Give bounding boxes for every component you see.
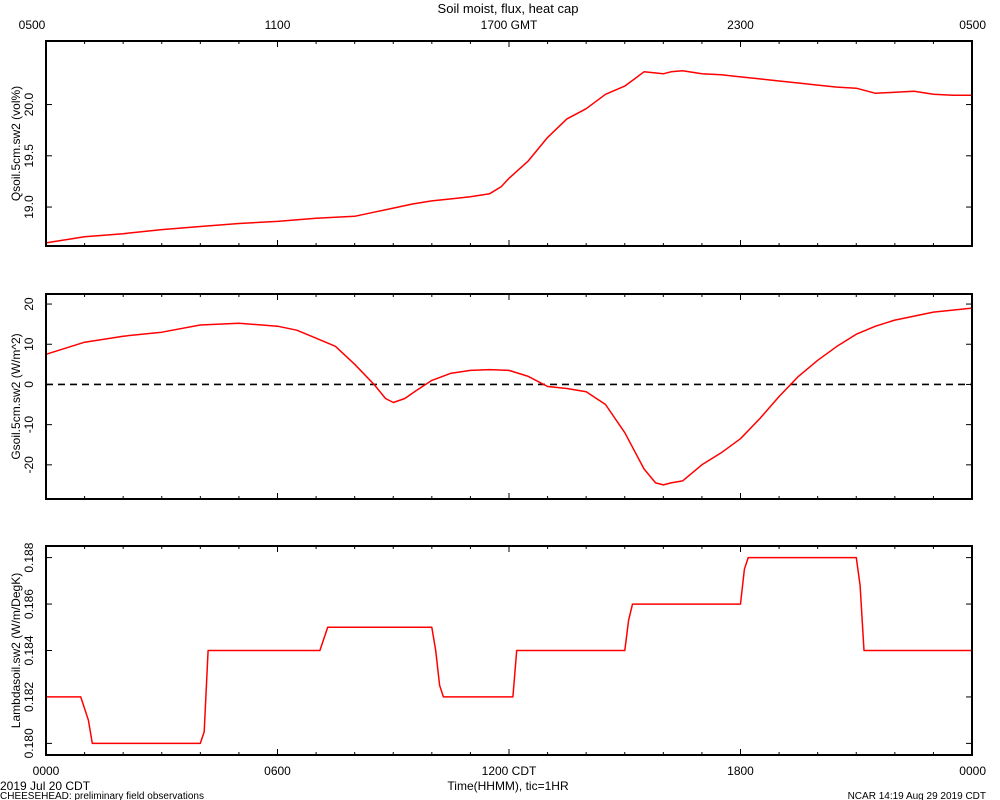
y-tick-label: 0.184 (22, 635, 36, 665)
series-line (45, 69, 972, 244)
y-tick-label: 10 (22, 337, 36, 351)
panel-frame (45, 545, 973, 756)
y-tick-label: 0 (22, 381, 36, 388)
series-line (46, 556, 972, 745)
y-tick-label: 0.188 (22, 542, 36, 572)
panel-frame (45, 293, 973, 500)
bottom-tick-label: 0000 (959, 764, 986, 778)
bottom-tick-label: 1800 (727, 764, 754, 778)
y-tick-label: -10 (22, 416, 36, 434)
top-tick-label: 0500 (959, 18, 986, 32)
y-tick-label: 0.186 (22, 589, 36, 619)
top-tick-label: 2300 (727, 18, 754, 32)
top-tick-label: 1100 (265, 18, 291, 32)
panel-thermal-conductivity: 0.180 0.182 0.184 0.186 0.188Lambdasoil.sw2 … (9, 542, 973, 758)
y-tick-label: 19.0 (22, 195, 36, 219)
footer-project: CHEESEHEAD: preliminary field observatio… (0, 791, 204, 800)
y-axis-label: Gsoil.5cm.sw2 (W/m^2) (9, 333, 23, 459)
bottom-time-axis: 0000 0600 1200 CDT 1800 0000 (33, 764, 987, 778)
y-axis-label: Qsoil.5cm.sw2 (vol%) (9, 86, 23, 201)
footer-credit: NCAR 14:19 Aug 29 2019 CDT (848, 791, 986, 800)
y-tick-label: 20.0 (22, 93, 36, 117)
top-tick-label: 1700 GMT (481, 18, 538, 32)
y-axis-label: Lambdasoil.sw2 (W/m/DegK) (9, 573, 23, 728)
panel-frame (45, 40, 973, 247)
y-tick-label: 0.182 (22, 682, 36, 712)
top-tick-label: 0500 (19, 18, 46, 32)
y-tick-label: 19.5 (22, 144, 36, 168)
top-time-axis: 0500 1100 1700 GMT 2300 0500 (19, 18, 987, 32)
footer-date: 2019 Jul 20 CDT (0, 779, 91, 793)
bottom-tick-label: 0600 (264, 764, 291, 778)
y-tick-label: 0.180 (22, 728, 36, 758)
chart-title: Soil moist, flux, heat cap (438, 1, 579, 16)
bottom-tick-label: 1200 CDT (482, 764, 537, 778)
x-axis-label: Time(HHMM), tic=1HR (447, 779, 569, 793)
y-tick-label: 20 (22, 297, 36, 311)
bottom-tick-label: 0000 (33, 764, 60, 778)
series-line (45, 307, 973, 486)
panel-soil-heat-flux: -20 -10 0 10 20 Gsoil.5cm.sw2 (W/m^2) (9, 293, 973, 500)
y-tick-label: -20 (22, 456, 36, 474)
